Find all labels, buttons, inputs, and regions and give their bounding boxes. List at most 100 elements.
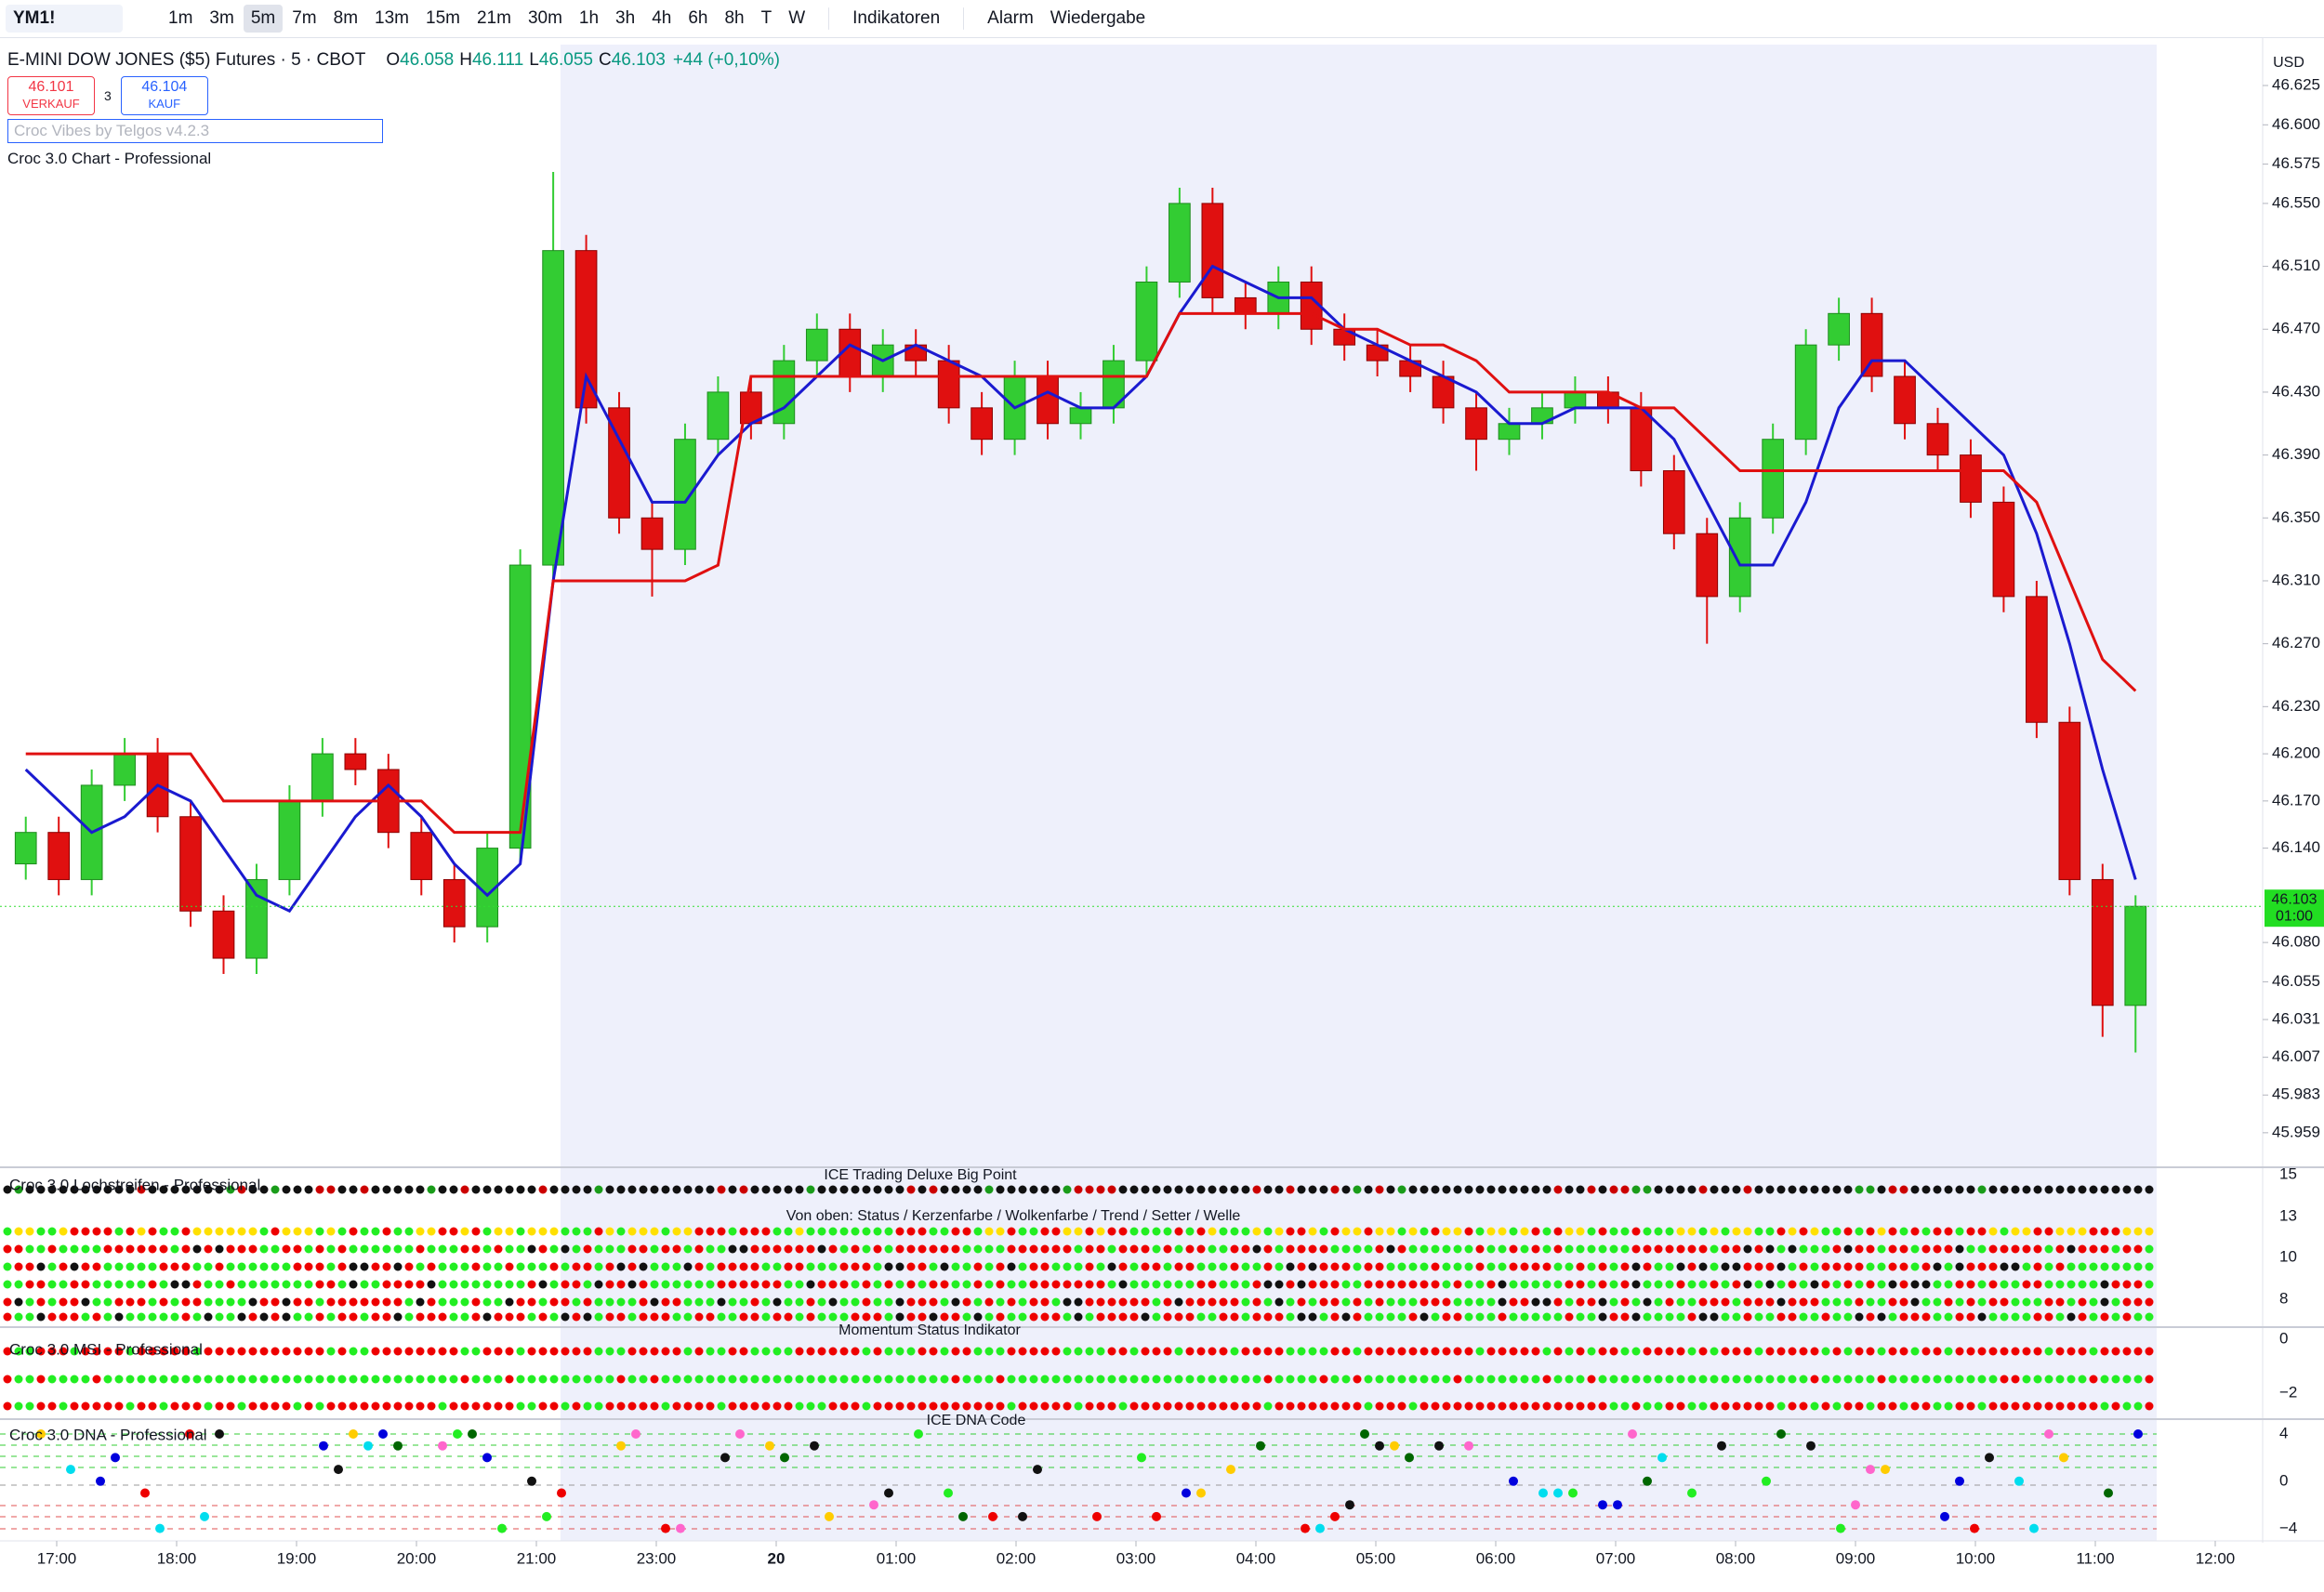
interval-button[interactable]: 15m	[426, 8, 460, 28]
status-dot	[616, 1262, 626, 1271]
status-dot	[1486, 1262, 1496, 1271]
status-dot	[2022, 1375, 2031, 1384]
status-dot	[873, 1401, 882, 1411]
status-dot	[1486, 1185, 1496, 1194]
status-dot	[460, 1401, 469, 1411]
status-dot	[159, 1185, 168, 1194]
interval-button[interactable]: 30m	[527, 8, 562, 28]
interval-button[interactable]: 6h	[688, 8, 708, 28]
status-dot	[1542, 1244, 1552, 1254]
status-dot	[282, 1297, 291, 1307]
status-dot	[1754, 1227, 1763, 1236]
x-tick-label: 09:00	[1836, 1549, 1876, 1567]
status-dot	[1297, 1401, 1306, 1411]
interval-button[interactable]: 3m	[209, 8, 234, 28]
status-dot	[1531, 1244, 1540, 1254]
status-dot	[1063, 1375, 1072, 1384]
status-dot	[851, 1244, 860, 1254]
status-dot	[1721, 1347, 1730, 1356]
interval-button[interactable]: T	[760, 8, 772, 28]
status-dot	[349, 1375, 358, 1384]
status-dot	[393, 1297, 403, 1307]
status-dot	[940, 1244, 949, 1254]
status-dot	[371, 1347, 380, 1356]
status-dot	[1576, 1347, 1585, 1356]
status-dot	[929, 1401, 938, 1411]
status-dot	[973, 1401, 983, 1411]
status-dot	[337, 1297, 347, 1307]
status-dot	[404, 1262, 414, 1271]
status-dot	[293, 1227, 302, 1236]
interval-button[interactable]: 7m	[292, 8, 317, 28]
status-dot	[1643, 1297, 1652, 1307]
status-dot	[1776, 1375, 1786, 1384]
status-dot	[259, 1227, 269, 1236]
status-dot	[1743, 1312, 1752, 1322]
replay-button[interactable]: Wiedergabe	[1050, 8, 1146, 28]
status-dot	[1219, 1227, 1228, 1236]
interval-button[interactable]: 21m	[476, 8, 511, 28]
dna-dot	[1301, 1523, 1310, 1533]
status-dot	[2089, 1227, 2098, 1236]
interval-button[interactable]: 8m	[333, 8, 359, 28]
status-dot	[594, 1312, 603, 1322]
status-dot	[1933, 1227, 1942, 1236]
status-dot	[1129, 1262, 1139, 1271]
status-dot	[1308, 1297, 1317, 1307]
last-price-box	[2265, 889, 2324, 928]
status-dot	[672, 1227, 681, 1236]
status-dot	[1542, 1347, 1552, 1356]
status-dot	[114, 1185, 124, 1194]
interval-button[interactable]: 13m	[375, 8, 409, 28]
status-dot	[337, 1262, 347, 1271]
status-dot	[1576, 1244, 1585, 1254]
alert-button[interactable]: Alarm	[987, 8, 1034, 28]
status-dot	[1687, 1227, 1697, 1236]
indicator-input[interactable]: Croc Vibes by Telgos v4.2.3	[7, 119, 383, 143]
status-dot	[973, 1375, 983, 1384]
sell-button[interactable]: 46.101 VERKAUF	[7, 76, 95, 115]
status-dot	[1721, 1375, 1730, 1384]
status-dot	[1877, 1244, 1886, 1254]
status-dot	[1877, 1312, 1886, 1322]
status-dot	[1319, 1185, 1328, 1194]
status-dot	[315, 1297, 324, 1307]
status-dot	[271, 1227, 280, 1236]
interval-button[interactable]: 1h	[578, 8, 600, 28]
status-dot	[337, 1185, 347, 1194]
status-dot	[1129, 1185, 1139, 1194]
status-dot	[594, 1375, 603, 1384]
status-dot	[293, 1262, 302, 1271]
buy-button[interactable]: 46.104 KAUF	[120, 76, 208, 115]
interval-button[interactable]: 3h	[615, 8, 636, 28]
status-dot	[360, 1401, 369, 1411]
status-dot	[549, 1244, 559, 1254]
status-dot	[70, 1185, 79, 1194]
status-dot	[1174, 1262, 1183, 1271]
interval-button[interactable]: 8h	[724, 8, 745, 28]
status-dot	[1855, 1262, 1864, 1271]
status-dot	[248, 1244, 257, 1254]
indicators-button[interactable]: Indikatoren	[852, 8, 941, 28]
dna-dot	[140, 1488, 150, 1498]
interval-button[interactable]: 5m	[243, 5, 284, 33]
status-dot	[1442, 1312, 1451, 1322]
status-dot	[1364, 1262, 1373, 1271]
status-dot	[650, 1401, 659, 1411]
interval-button[interactable]: 4h	[652, 8, 672, 28]
interval-button[interactable]: 1m	[168, 8, 193, 28]
interval-button[interactable]: W	[788, 8, 806, 28]
status-dot	[226, 1312, 235, 1322]
status-dot	[527, 1185, 536, 1194]
status-dot	[616, 1244, 626, 1254]
status-dot	[1107, 1262, 1116, 1271]
status-dot	[1933, 1185, 1942, 1194]
symbol-search[interactable]: YM1!	[6, 5, 123, 33]
candle-body	[1465, 407, 1487, 441]
status-dot	[1966, 1227, 1975, 1236]
status-dot	[36, 1244, 46, 1254]
status-dot	[1018, 1297, 1027, 1307]
candle-body	[1498, 423, 1521, 441]
status-dot	[271, 1401, 280, 1411]
status-dot	[371, 1185, 380, 1194]
